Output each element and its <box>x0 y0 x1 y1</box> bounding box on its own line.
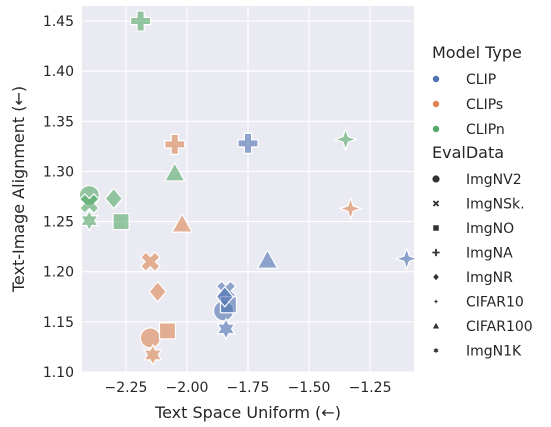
gridlines <box>82 6 414 373</box>
point-clipn-imgn1k <box>79 209 100 232</box>
point-clipn-cifar100 <box>163 161 186 182</box>
legend-marker-cifar10 <box>429 295 443 308</box>
y-axis-label: Text-Image Alignment (←) <box>9 86 28 293</box>
x-tick-label: −1.50 <box>288 380 331 396</box>
legend-label-clip: CLIP <box>466 72 496 88</box>
point-clip-imgn1k <box>216 317 236 341</box>
legend-marker-imgn1k <box>431 345 441 356</box>
legend-label-clipn: CLIPn <box>466 122 505 138</box>
point-clips-imgna <box>164 133 186 155</box>
y-tick-label: 1.35 <box>43 114 74 130</box>
legend-swatch-clip <box>432 75 440 83</box>
legend-label-cifar10: CIFAR10 <box>466 295 524 311</box>
point-clipn-cifar10 <box>333 127 358 152</box>
legend-label-imgnr: ImgNR <box>466 270 513 286</box>
x-axis-label: Text Space Uniform (←) <box>154 403 341 422</box>
x-tick-label: −1.25 <box>349 380 392 396</box>
legend-marker-cifar100 <box>430 320 442 330</box>
legend-title-model-type: Model Type <box>432 43 522 62</box>
y-tick-label: 1.40 <box>43 64 74 80</box>
x-tick-label: −1.75 <box>227 380 270 396</box>
data-points <box>78 10 420 367</box>
legend-swatch-clips <box>432 100 440 108</box>
legend-label-imgn1k: ImgN1K <box>466 344 522 360</box>
point-clips-cifar10 <box>338 196 363 221</box>
y-tick-label: 1.10 <box>43 365 74 381</box>
point-clips-imgnv2 <box>139 327 161 349</box>
legend-label-clips: CLIPs <box>466 97 503 113</box>
point-clips-imgno <box>158 322 177 340</box>
y-tick-label: 1.15 <box>43 315 74 331</box>
point-clip-imgna <box>237 132 259 154</box>
x-tick-labels: −2.25 −2.00 −1.75 −1.50 −1.25 <box>104 380 391 396</box>
point-clip-cifar100 <box>256 248 279 269</box>
legend-marker-imgnr <box>431 271 441 283</box>
legend-marker-imgna <box>431 247 441 258</box>
point-clipn-imgno <box>112 212 130 231</box>
y-tick-labels: 1.10 1.15 1.20 1.25 1.30 1.35 1.40 1.45 <box>43 14 74 381</box>
legend-title-evaldata: EvalData <box>432 143 504 162</box>
legend-marker-imgnsk <box>431 198 441 209</box>
point-clips-imgnsk <box>139 251 161 273</box>
y-tick-label: 1.30 <box>43 164 74 180</box>
point-clips-imgnr <box>148 280 167 303</box>
y-tick-label: 1.25 <box>43 215 74 231</box>
legend: Model Type CLIP CLIPs CLIPn EvalData ImgNV2 Im… <box>429 43 533 360</box>
point-clips-cifar100 <box>171 212 194 233</box>
x-tick-label: −2.25 <box>104 380 147 396</box>
point-clipn-imgnr <box>104 187 124 210</box>
legend-label-cifar100: CIFAR100 <box>466 319 533 335</box>
point-clipn-imgna <box>129 10 152 32</box>
legend-label-imgno: ImgNO <box>466 221 514 237</box>
point-clipn-imgnsk <box>78 193 100 215</box>
legend-marker-imgno <box>432 224 440 232</box>
legend-label-imgna: ImgNA <box>466 246 513 262</box>
legend-marker-imgnv2 <box>431 174 441 184</box>
point-clip-cifar10 <box>394 246 420 272</box>
y-tick-label: 1.20 <box>43 265 74 281</box>
legend-label-imgnsk: ImgNSk. <box>466 197 525 213</box>
y-tick-label: 1.45 <box>43 14 74 30</box>
legend-label-imgnv2: ImgNV2 <box>466 172 522 188</box>
point-clip-imgnr <box>215 285 235 308</box>
x-tick-label: −2.00 <box>166 380 209 396</box>
legend-swatch-clipn <box>432 125 440 133</box>
point-clips-imgn1k <box>143 343 163 367</box>
